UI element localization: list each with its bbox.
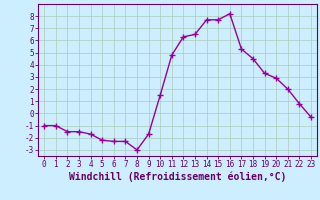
X-axis label: Windchill (Refroidissement éolien,°C): Windchill (Refroidissement éolien,°C) [69, 172, 286, 182]
